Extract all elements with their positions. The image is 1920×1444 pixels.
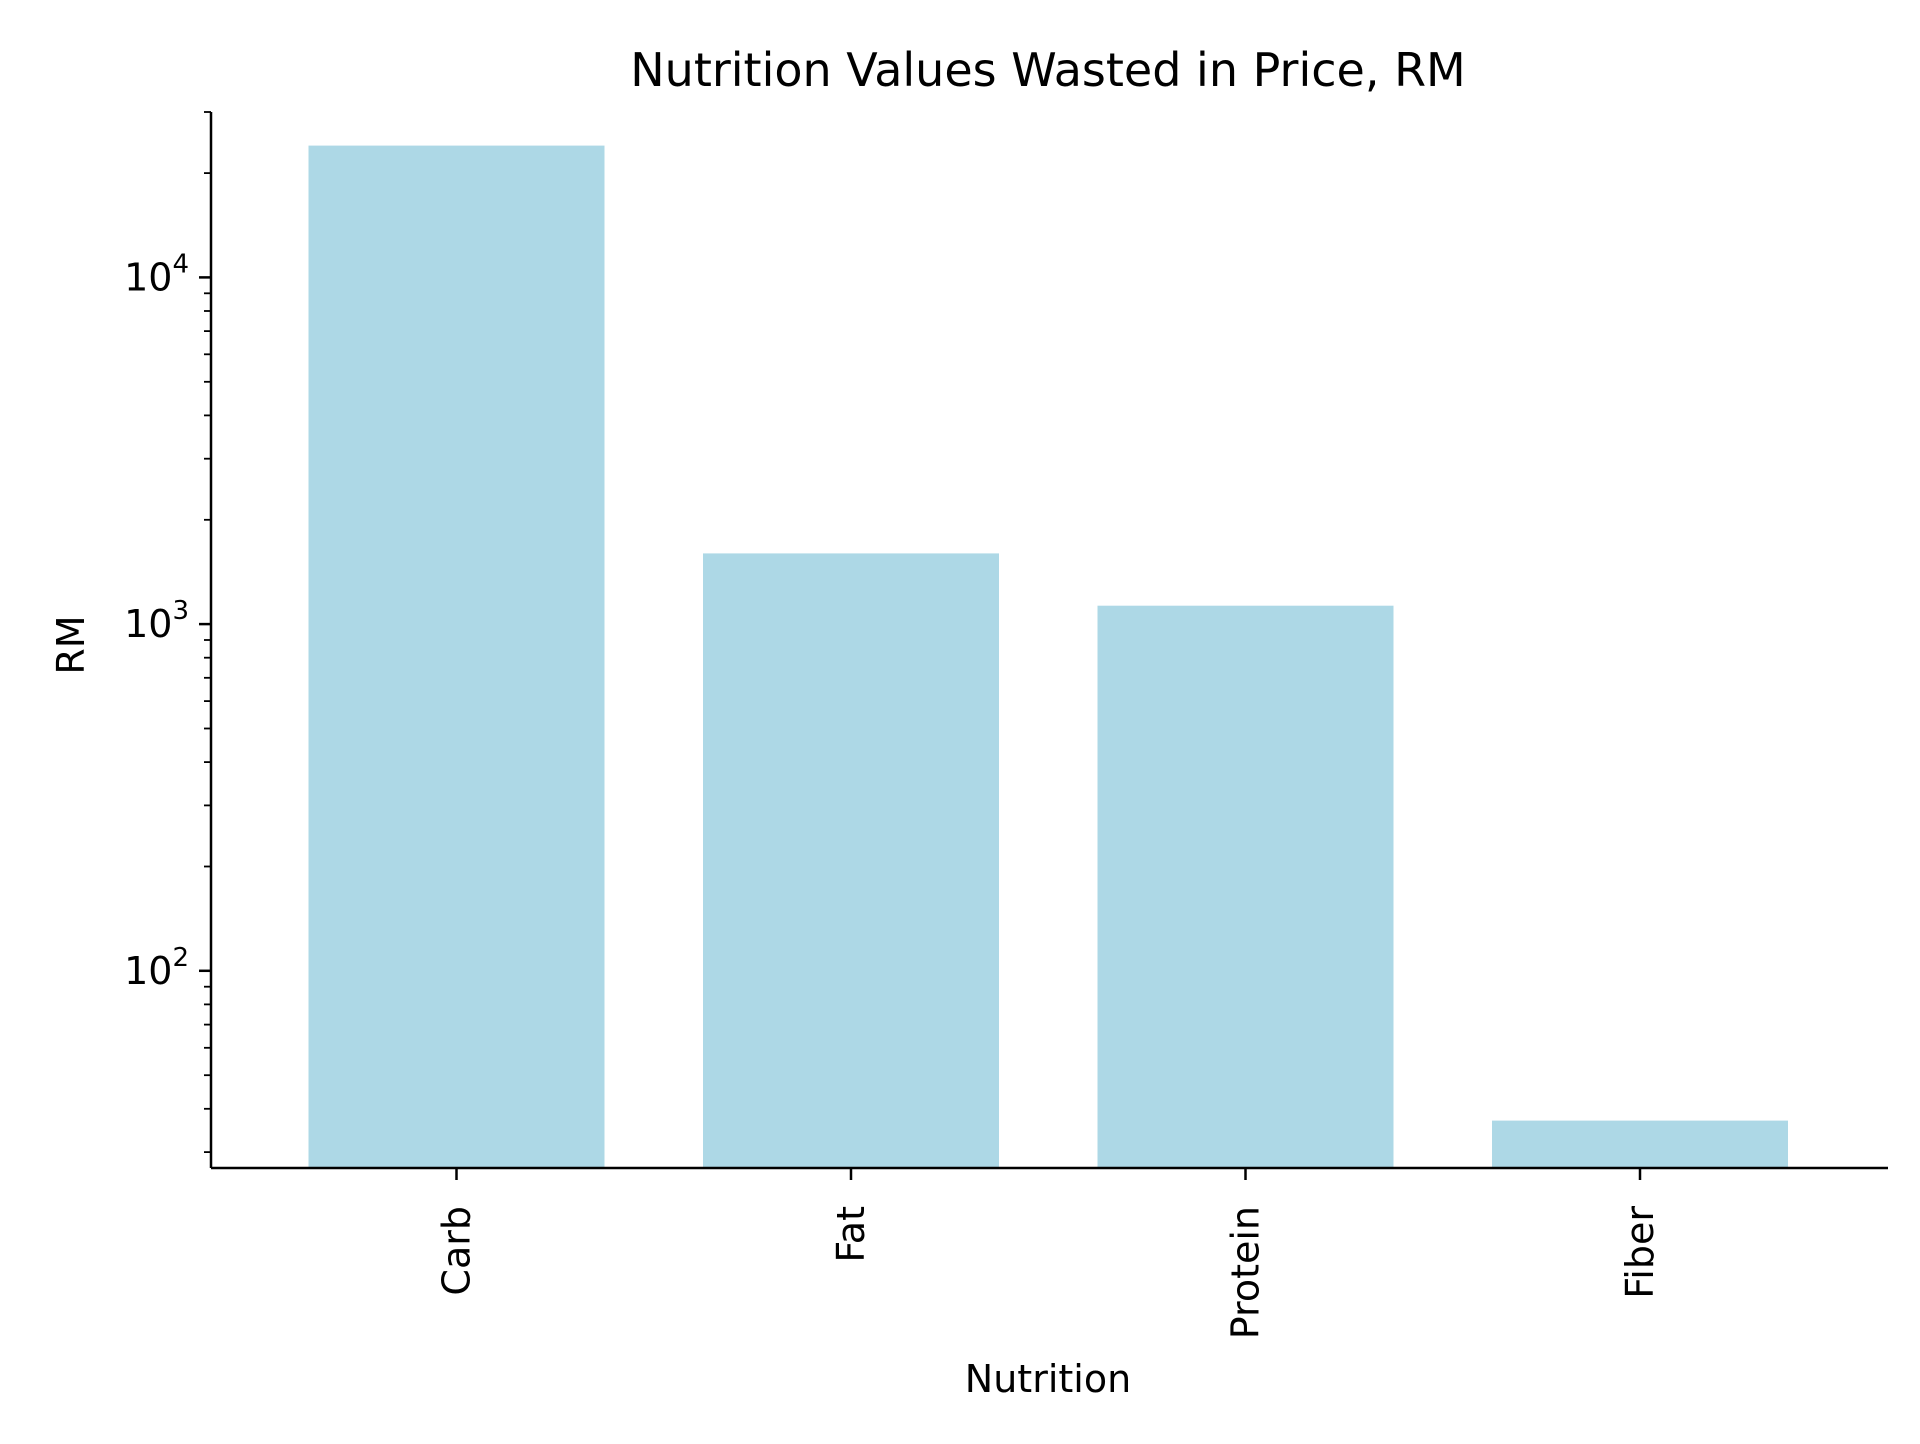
chart-title: Nutrition Values Wasted in Price, RM bbox=[630, 43, 1465, 97]
y-tick-label: 102 bbox=[124, 943, 189, 993]
y-tick-label: 104 bbox=[124, 249, 189, 299]
x-tick-label-fiber: Fiber bbox=[1618, 1206, 1662, 1299]
y-axis-label: RM bbox=[49, 615, 93, 674]
bar-fat bbox=[703, 553, 999, 1168]
bar-carb bbox=[308, 145, 605, 1169]
x-tick-label-protein: Protein bbox=[1224, 1206, 1268, 1339]
x-axis-label: Nutrition bbox=[965, 1357, 1131, 1401]
y-axis: 102 103 104 bbox=[124, 111, 213, 1168]
bar-protein bbox=[1097, 605, 1394, 1168]
x-tick-label-carb: Carb bbox=[435, 1206, 479, 1296]
bars-layer bbox=[308, 145, 1788, 1169]
x-axis: Carb Fat Protein Fiber bbox=[211, 1166, 1888, 1339]
x-tick-label-fat: Fat bbox=[829, 1206, 873, 1263]
bar-fiber bbox=[1492, 1120, 1788, 1168]
y-tick-label: 103 bbox=[124, 596, 189, 646]
